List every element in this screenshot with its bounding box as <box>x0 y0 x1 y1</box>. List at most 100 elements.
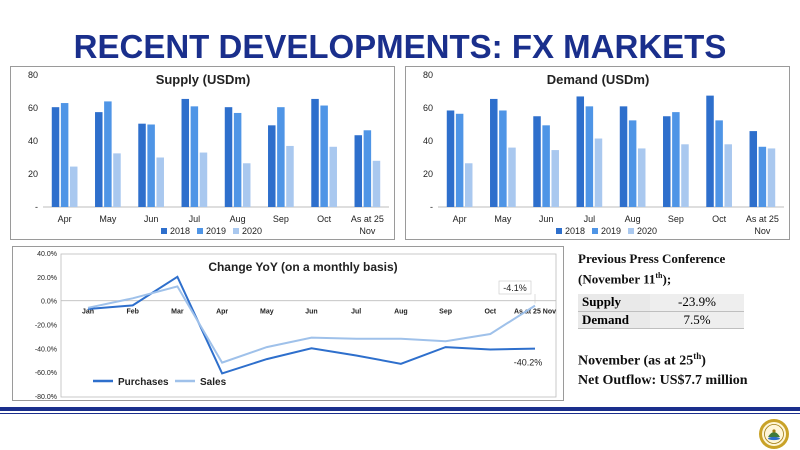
supply-xtick: Oct <box>317 214 332 224</box>
supply-bar-2019 <box>147 124 155 207</box>
demand-legend-label: 2020 <box>637 226 657 236</box>
yoy-annotation-purchases: -40.2% <box>514 358 543 368</box>
yoy-annotation-sales: -4.1% <box>503 283 527 293</box>
demand-bar-2020 <box>637 148 646 207</box>
demand-ytick: 40 <box>423 136 433 146</box>
yoy-plot-area <box>60 253 557 398</box>
demand-xtick: Oct <box>712 214 727 224</box>
demand-chart-panel: Demand (USDm) - 20 40 60 80 Apr May Jun Jul Aug Sep… <box>405 66 790 240</box>
supply-legend-label: 2020 <box>242 226 262 236</box>
supply-bar-2018 <box>51 107 60 207</box>
yoy-line-purchases <box>87 275 536 375</box>
yoy-ytick: -40.0% <box>35 346 57 353</box>
supply-title: Supply (USDm) <box>156 72 251 87</box>
demand-bar-2018 <box>490 98 498 207</box>
demand-ytick: 60 <box>423 103 433 113</box>
demand-legend-swatch <box>592 228 598 234</box>
supply-legend-swatch <box>233 228 239 234</box>
demand-bar-2018 <box>663 116 671 207</box>
demand-xtick: May <box>494 214 512 224</box>
demand-bar-2020 <box>767 148 776 207</box>
supply-bar-2019 <box>363 130 372 207</box>
central-bank-seal-icon <box>759 419 789 449</box>
november-summary: November (as at 25th) Net Outflow: US$7.… <box>578 347 793 390</box>
yoy-xtick: May <box>260 309 274 316</box>
yoy-title: Change YoY (on a monthly basis) <box>208 260 397 274</box>
demand-title: Demand (USDm) <box>547 72 650 87</box>
supply-bar-2018 <box>268 125 276 207</box>
supply-xtick: Sep <box>273 214 289 224</box>
supply-ytick: 80 <box>28 70 38 80</box>
supply-legend-label: 2018 <box>170 226 190 236</box>
net-outflow-line: Net Outflow: US$7.7 million <box>578 372 748 388</box>
supply-bar-2020 <box>286 145 294 207</box>
demand-bar-2018 <box>706 95 714 207</box>
yoy-annotation-box <box>498 280 532 295</box>
supply-bar-2020 <box>156 157 164 207</box>
page-title: RECENT DEVELOPMENTS: FX MARKETS <box>73 28 727 65</box>
yoy-xtick: Apr <box>216 309 228 316</box>
yoy-xtick: Feb <box>126 309 138 316</box>
row-value: -23.9% <box>650 294 744 312</box>
previous-press-conference-heading: Previous Press Conference (November 11th… <box>578 250 793 287</box>
supply-chart: Supply (USDm) - 20 40 60 80 Apr May Jun Jul Aug Sep… <box>28 70 389 236</box>
yoy-xtick: Jan <box>82 309 94 316</box>
row-label: Supply <box>578 294 650 312</box>
demand-xtick: Jun <box>539 214 554 224</box>
demand-bar-2018 <box>576 96 585 207</box>
change-yoy-chart: Change YoY (on a monthly basis) -80.0% -60… <box>35 251 557 401</box>
supply-ytick: 60 <box>28 103 38 113</box>
demand-chart: Demand (USDm) - 20 40 60 80 Apr May Jun Jul Aug Sep… <box>423 70 784 236</box>
supply-ytick: 20 <box>28 169 38 179</box>
supply-xtick: Jul <box>189 214 201 224</box>
demand-ytick: - <box>430 202 433 212</box>
demand-bar-2020 <box>594 138 603 207</box>
yoy-xtick: Aug <box>394 309 408 316</box>
yoy-xtick: Jun <box>305 309 317 316</box>
supply-bar-2020 <box>199 152 208 207</box>
demand-bar-2019 <box>542 125 550 207</box>
november-line1: November (as at 25th) <box>578 351 706 369</box>
supply-legend-label: 2019 <box>206 226 226 236</box>
supply-bar-2019 <box>60 103 69 207</box>
row-label: Demand <box>578 311 650 329</box>
supply-bar-2018 <box>95 112 103 207</box>
demand-ytick: 20 <box>423 169 433 179</box>
supply-bar-2020 <box>372 160 381 207</box>
demand-bar-2020 <box>508 147 516 207</box>
supply-bar-2020 <box>69 166 78 207</box>
yoy-xtick: Mar <box>171 309 184 316</box>
row-value: 7.5% <box>650 311 744 329</box>
demand-xtick: Apr <box>453 214 467 224</box>
yoy-xtick: Jul <box>351 309 361 316</box>
supply-bar-2018 <box>138 123 146 207</box>
ppc-line1: Previous Press Conference <box>578 251 726 266</box>
demand-bar-2019 <box>672 112 680 207</box>
supply-bar-2018 <box>224 107 233 207</box>
demand-bar-2019 <box>628 120 637 207</box>
yoy-xtick: Oct <box>484 309 496 316</box>
yoy-ytick: -80.0% <box>35 394 57 401</box>
demand-bar-2019 <box>455 113 464 207</box>
demand-xtick: Aug <box>625 214 641 224</box>
supply-bar-2019 <box>320 105 328 207</box>
demand-bar-2020 <box>724 144 732 207</box>
demand-bar-2018 <box>533 116 541 207</box>
supply-bar-2018 <box>181 98 190 207</box>
footer-rule-thin <box>0 413 800 414</box>
yoy-line-sales <box>87 285 536 364</box>
supply-bar-2020 <box>113 153 121 207</box>
demand-bar-2019 <box>758 146 767 207</box>
demand-bar-2020 <box>551 150 559 207</box>
demand-xtick: Sep <box>668 214 684 224</box>
supply-bar-2018 <box>311 98 319 207</box>
supply-legend-swatch <box>197 228 203 234</box>
demand-legend-swatch <box>556 228 562 234</box>
supply-xtick: Aug <box>230 214 246 224</box>
supply-ytick: 40 <box>28 136 38 146</box>
ppc-line2: (November 11th); <box>578 271 672 287</box>
supply-xtick: Apr <box>58 214 72 224</box>
supply-bar-2018 <box>354 135 363 207</box>
yoy-ytick: 0.0% <box>41 299 57 306</box>
demand-legend-label: 2019 <box>601 226 621 236</box>
